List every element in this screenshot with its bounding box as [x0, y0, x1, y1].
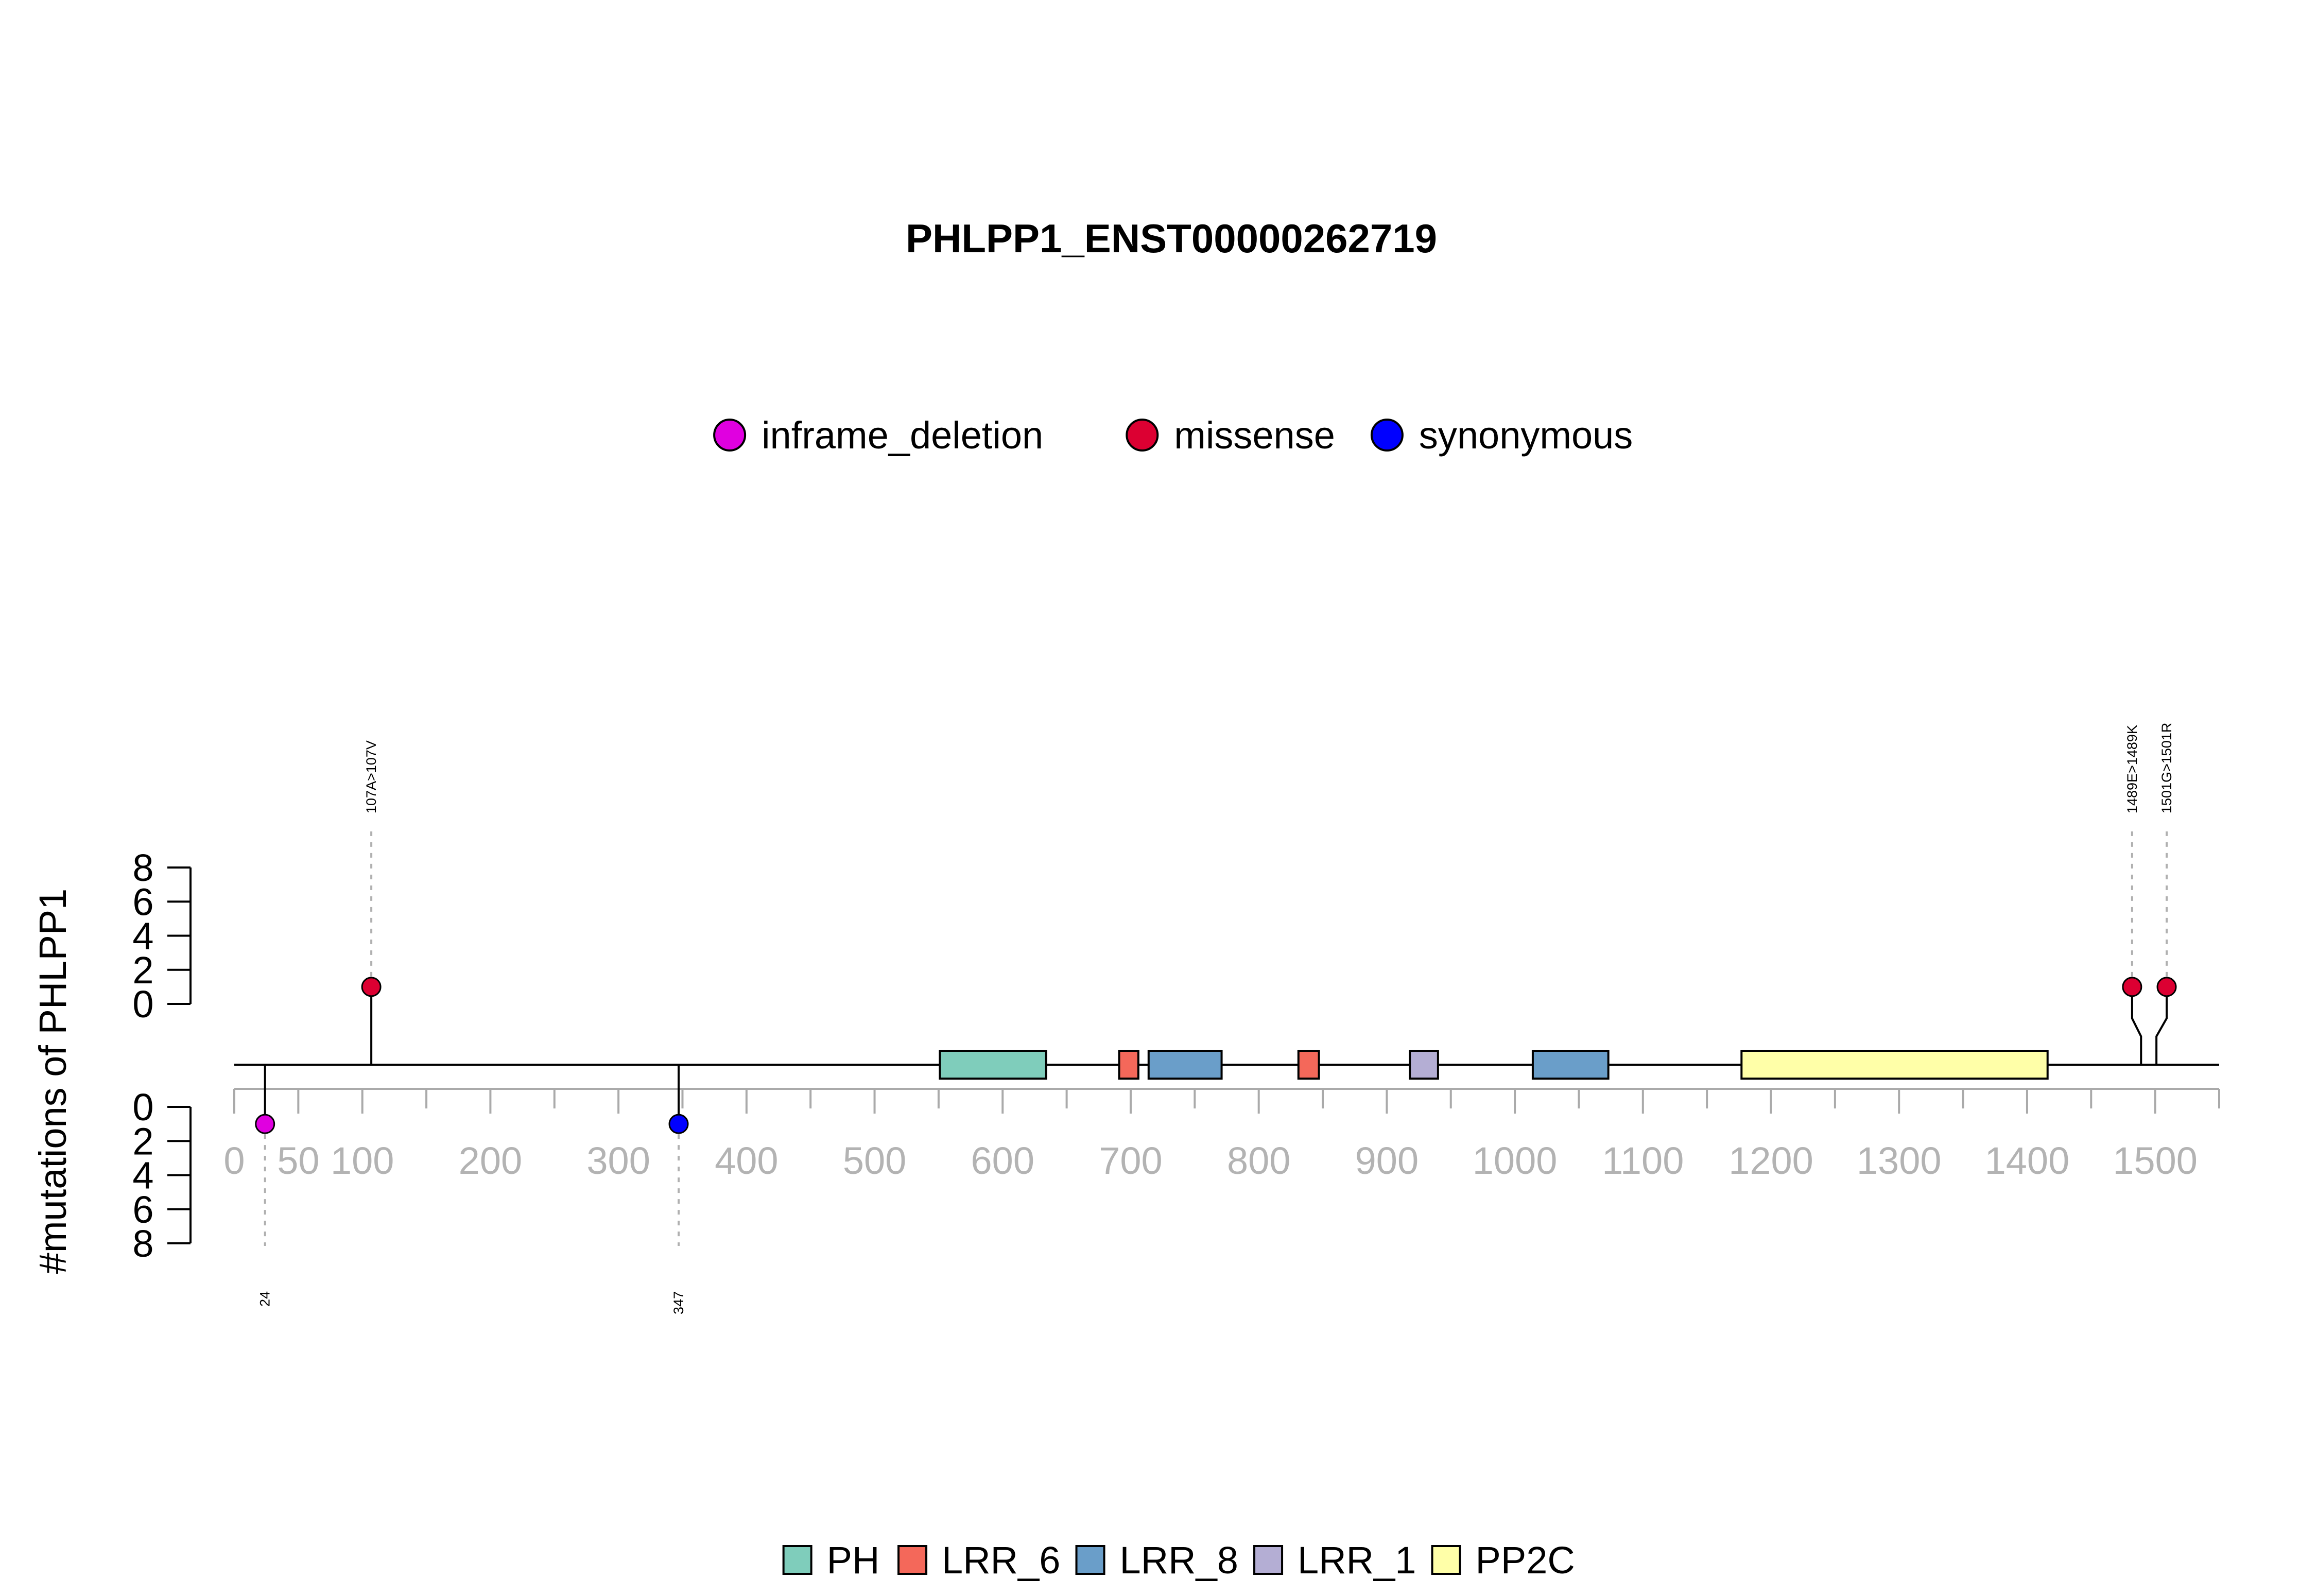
mutation-1489e-1489k-point: [2122, 977, 2142, 997]
y-tick-label-top: 8: [132, 846, 153, 889]
x-tick-label: 500: [843, 1139, 906, 1182]
legend-label-missense: missense: [1174, 414, 1335, 457]
mutation-1501g-1501r-point: [2156, 977, 2177, 997]
x-tick-label: 100: [331, 1139, 394, 1182]
x-tick-label: 1100: [1602, 1139, 1684, 1182]
y-tick-label-top: 0: [132, 983, 153, 1026]
x-tick-label: 400: [715, 1139, 778, 1182]
x-tick-label: 1400: [1985, 1139, 2070, 1182]
x-tick-label: 1000: [1473, 1139, 1558, 1182]
mutation-347-label: 347: [671, 1291, 686, 1314]
mutation-1489e-1489k-label: 1489E>1489K: [2124, 725, 2140, 813]
y-tick-label-top: 2: [132, 949, 153, 992]
domain-lrr-6: [1297, 1050, 1320, 1080]
legend-label-pp2c: PP2C: [1476, 1539, 1575, 1582]
domain-legend: PH LRR_6 LRR_8 LRR_1 PP2C: [782, 1539, 1575, 1582]
x-tick-label: 900: [1355, 1139, 1419, 1182]
mutation-24-point: [255, 1114, 275, 1134]
x-tick-label: 600: [971, 1139, 1034, 1182]
legend-label-ph: PH: [827, 1539, 880, 1582]
domain-lrr-1: [1409, 1050, 1439, 1080]
legend-marker-lrr-6: [897, 1545, 928, 1575]
x-tick-label: 300: [586, 1139, 650, 1182]
domain-pp2c: [1740, 1050, 2049, 1080]
chart-title: PHLPP1_ENST00000262719: [906, 216, 1437, 261]
domain-ph: [939, 1050, 1047, 1080]
x-tick-label: 800: [1227, 1139, 1290, 1182]
legend-label-inframe-deletion: inframe_deletion: [762, 414, 1043, 457]
legend-marker-synonymous: [1370, 419, 1404, 452]
mutation-1489e-1489k-stem: [2131, 986, 2142, 1065]
y-tick-label-bottom: 8: [132, 1222, 153, 1265]
legend-marker-ph: [782, 1545, 812, 1575]
mutation-347-point: [668, 1114, 689, 1134]
y-tick-label-bottom: 6: [132, 1188, 153, 1231]
legend-marker-pp2c: [1431, 1545, 1461, 1575]
legend-marker-inframe-deletion: [713, 419, 747, 452]
legend-label-lrr-1: LRR_1: [1298, 1539, 1416, 1582]
legend-label-lrr-8: LRR_8: [1120, 1539, 1238, 1582]
x-tick-label: 1300: [1857, 1139, 1942, 1182]
domain-lrr-8: [1147, 1050, 1223, 1080]
y-tick-label-top: 4: [132, 915, 153, 958]
x-tick-label: 50: [277, 1139, 319, 1182]
y-tick-label-bottom: 4: [132, 1154, 153, 1197]
y-tick-label-top: 6: [132, 880, 153, 923]
y-tick-label-bottom: 2: [132, 1120, 153, 1163]
domain-lrr-8: [1531, 1050, 1610, 1080]
x-tick-label: 0: [223, 1139, 245, 1182]
mutation-107a-107v-point: [361, 977, 382, 997]
y-tick-label-bottom: 0: [132, 1086, 153, 1129]
legend-marker-missense: [1126, 419, 1159, 452]
legend-marker-lrr-8: [1075, 1545, 1105, 1575]
mutation-lollipops: 24 107A>107V 347 1489E>1489K 1501G>1501R: [255, 723, 2177, 1314]
x-tick-label: 1200: [1728, 1139, 1813, 1182]
x-tick-label: 1500: [2113, 1139, 2198, 1182]
x-tick-label: 200: [459, 1139, 522, 1182]
y-axis-label: #mutations of PHLPP1: [31, 889, 74, 1274]
mutation-1501g-1501r-stem: [2155, 986, 2168, 1065]
legend-label-lrr-6: LRR_6: [942, 1539, 1060, 1582]
x-axis: 0 50 100 200 300 400 500 600 700 800 900 1000 1100 12…: [223, 1088, 2220, 1182]
x-tick-label: 700: [1099, 1139, 1162, 1182]
legend-label-synonymous: synonymous: [1419, 414, 1633, 457]
legend-marker-lrr-1: [1253, 1545, 1284, 1575]
mutation-1501g-1501r-label: 1501G>1501R: [2159, 723, 2174, 813]
domain-lrr-6: [1118, 1050, 1139, 1080]
mutation-type-legend: inframe_deletion missense synonymous: [713, 414, 1633, 457]
mutation-24-label: 24: [257, 1291, 273, 1307]
protein-domains: [939, 1050, 2049, 1080]
mutation-107a-107v-label: 107A>107V: [364, 740, 379, 813]
